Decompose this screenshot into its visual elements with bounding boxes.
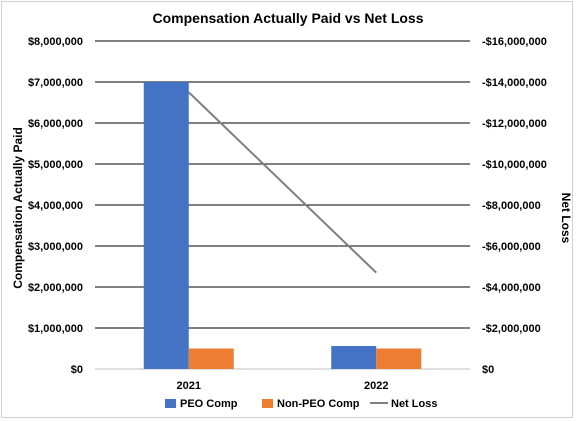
line-net-loss xyxy=(188,91,377,274)
y-tick-label: $3,000,000 xyxy=(28,241,83,253)
y2-tick-label: -$14,000,000 xyxy=(482,77,547,89)
legend-label: Net Loss xyxy=(391,398,437,410)
y-tick-label: $4,000,000 xyxy=(28,200,83,212)
bar-non-peo-comp xyxy=(188,348,234,369)
chart-title: Compensation Actually Paid vs Net Loss xyxy=(153,10,424,26)
legend: PEO Comp Non-PEO Comp Net Loss xyxy=(165,398,437,410)
y2-tick-label: -$4,000,000 xyxy=(482,282,541,294)
y-tick-label: $7,000,000 xyxy=(28,77,83,89)
legend-label: Non-PEO Comp xyxy=(277,398,360,410)
right-axis-ticks: $0 -$2,000,000 -$4,000,000 -$6,000,000 -$8,0… xyxy=(482,36,547,376)
bar-peo-comp xyxy=(331,346,377,369)
bar-non-peo-comp xyxy=(376,348,422,369)
y-axis-title: Compensation Actually Paid xyxy=(11,127,25,289)
y2-tick-label: $0 xyxy=(482,364,494,376)
legend-label: PEO Comp xyxy=(180,398,238,410)
y2-tick-label: -$8,000,000 xyxy=(482,200,541,212)
y-tick-label: $6,000,000 xyxy=(28,118,83,130)
line-series xyxy=(188,91,377,274)
y2-axis-title: Net Loss xyxy=(559,193,573,244)
y2-tick-label: -$6,000,000 xyxy=(482,241,541,253)
bar-peo-comp xyxy=(143,82,189,369)
x-axis-ticks: 2021 2022 xyxy=(177,380,389,392)
legend-swatch xyxy=(165,399,176,408)
y2-tick-label: -$10,000,000 xyxy=(482,159,547,171)
y2-tick-label: -$2,000,000 xyxy=(482,323,541,335)
y-tick-label: $2,000,000 xyxy=(28,282,83,294)
legend-swatch xyxy=(262,399,273,408)
y2-tick-label: -$12,000,000 xyxy=(482,118,547,130)
y-tick-label: $8,000,000 xyxy=(28,36,83,48)
y-tick-label: $0 xyxy=(71,364,83,376)
y2-tick-label: -$16,000,000 xyxy=(482,36,547,48)
x-tick-label: 2021 xyxy=(177,380,201,392)
y-tick-label: $1,000,000 xyxy=(28,323,83,335)
left-axis-ticks: $0 $1,000,000 $2,000,000 $3,000,000 $4,000,0… xyxy=(28,36,83,376)
bars xyxy=(143,82,422,369)
x-tick-label: 2022 xyxy=(364,380,388,392)
y-tick-label: $5,000,000 xyxy=(28,159,83,171)
